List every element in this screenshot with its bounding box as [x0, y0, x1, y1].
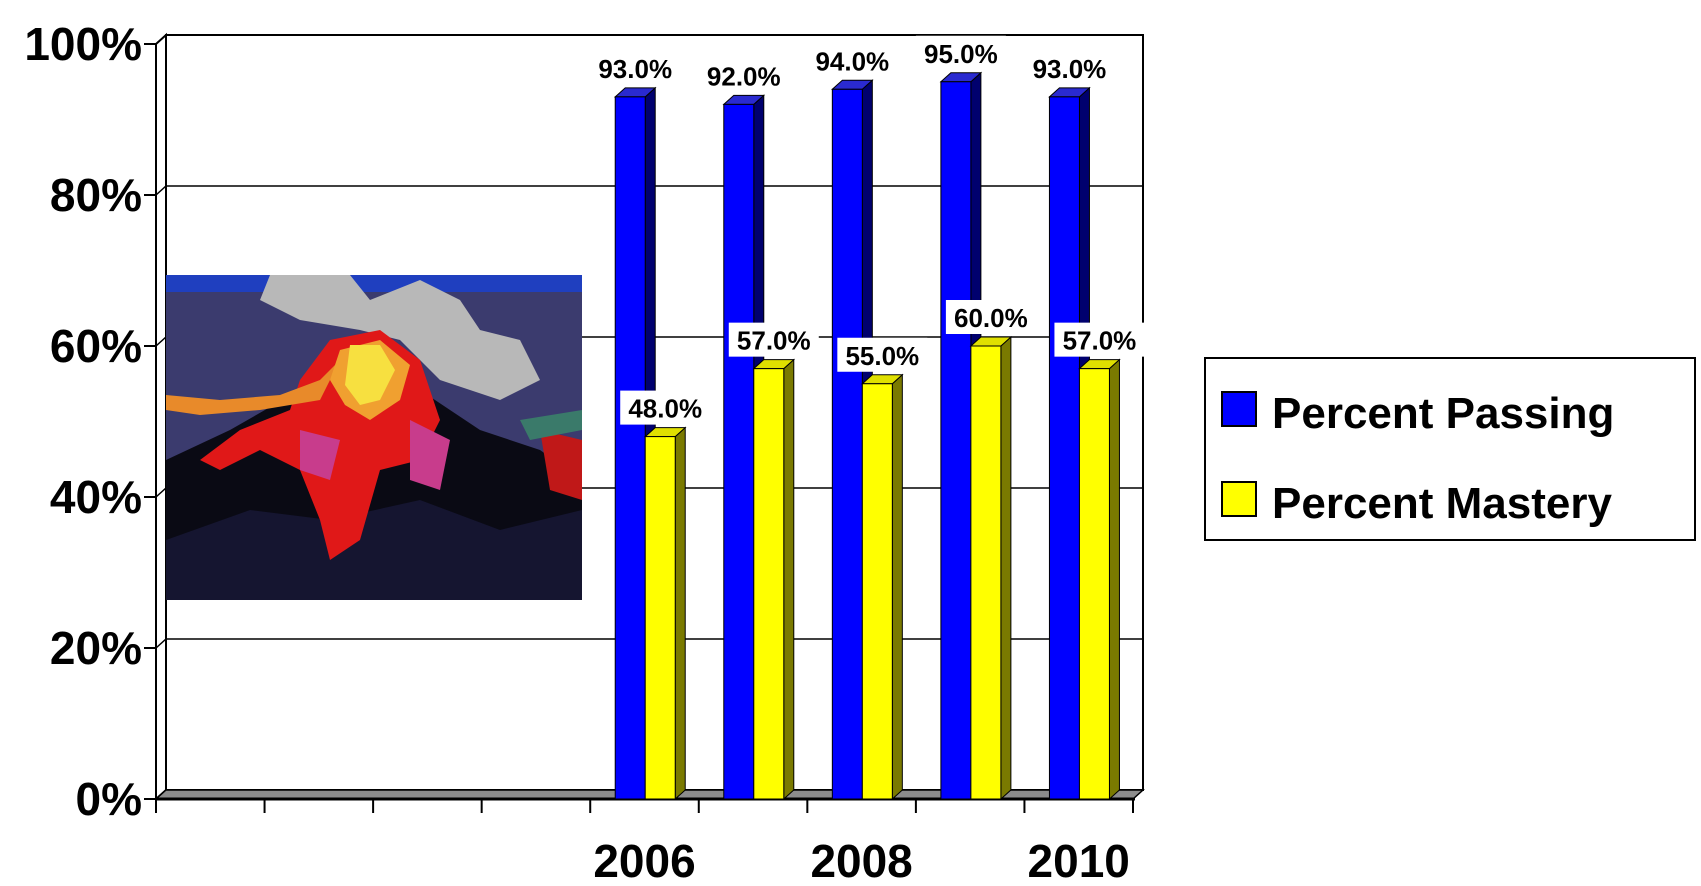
data-label: 92.0% — [698, 58, 789, 93]
data-label: 48.0% — [620, 390, 711, 425]
gridlines — [155, 34, 1143, 649]
bar-percent-mastery-2007 — [752, 358, 796, 801]
y-tick-label: 0% — [76, 773, 142, 825]
svg-text:48.0%: 48.0% — [628, 394, 702, 424]
data-label: 57.0% — [1054, 322, 1145, 357]
legend: Percent Passing Percent Mastery — [1204, 357, 1696, 541]
y-tick-label: 80% — [50, 169, 142, 221]
bar-percent-mastery-2009 — [969, 335, 1013, 801]
data-labels: 93.0% 48.0% 92.0% 57.0% 94.0% 55.0% 95.0% 60.0%… — [590, 35, 1145, 425]
bar-percent-mastery-2006 — [643, 426, 687, 801]
side-wall — [155, 32, 167, 802]
bar-percent-mastery-2008 — [861, 373, 904, 801]
svg-text:95.0%: 95.0% — [924, 39, 998, 69]
gridline — [155, 185, 1143, 196]
bar-percent-mastery-2010 — [1078, 358, 1121, 801]
y-axis: 0% 20% 40% 60% 80% 100% — [24, 18, 157, 825]
y-tick-label: 100% — [24, 18, 142, 70]
svg-text:94.0%: 94.0% — [815, 46, 889, 76]
legend-label-mastery: Percent Mastery — [1272, 479, 1612, 528]
svg-text:60.0%: 60.0% — [954, 303, 1028, 333]
legend-label-passing: Percent Passing — [1272, 389, 1614, 438]
svg-text:92.0%: 92.0% — [707, 61, 781, 91]
volcano-clipart — [166, 275, 582, 600]
y-tick-label: 40% — [50, 471, 142, 523]
legend-box — [1204, 357, 1696, 541]
x-tick-label: 2008 — [810, 835, 912, 886]
x-tick-label: 2010 — [1028, 835, 1130, 886]
data-label: 57.0% — [728, 322, 819, 357]
y-tick-label: 60% — [50, 320, 142, 372]
x-axis: 2006 2008 2010 — [155, 799, 1134, 886]
svg-text:93.0%: 93.0% — [598, 54, 672, 84]
data-label: 55.0% — [837, 337, 928, 372]
data-label: 95.0% — [915, 35, 1006, 70]
gridline — [155, 34, 1143, 45]
legend-swatch-passing — [1221, 391, 1257, 427]
svg-text:93.0%: 93.0% — [1033, 54, 1107, 84]
data-label: 93.0% — [1024, 50, 1115, 85]
bars — [613, 71, 1121, 801]
y-tick-label: 20% — [50, 622, 142, 674]
x-tick-label: 2006 — [593, 835, 695, 886]
legend-swatch-mastery — [1221, 481, 1257, 517]
gridline — [155, 638, 1143, 649]
data-label: 60.0% — [945, 300, 1036, 334]
data-label: 94.0% — [807, 43, 898, 78]
svg-text:55.0%: 55.0% — [845, 341, 919, 371]
data-label: 93.0% — [590, 50, 681, 85]
svg-text:57.0%: 57.0% — [737, 326, 811, 356]
svg-text:57.0%: 57.0% — [1063, 326, 1137, 356]
